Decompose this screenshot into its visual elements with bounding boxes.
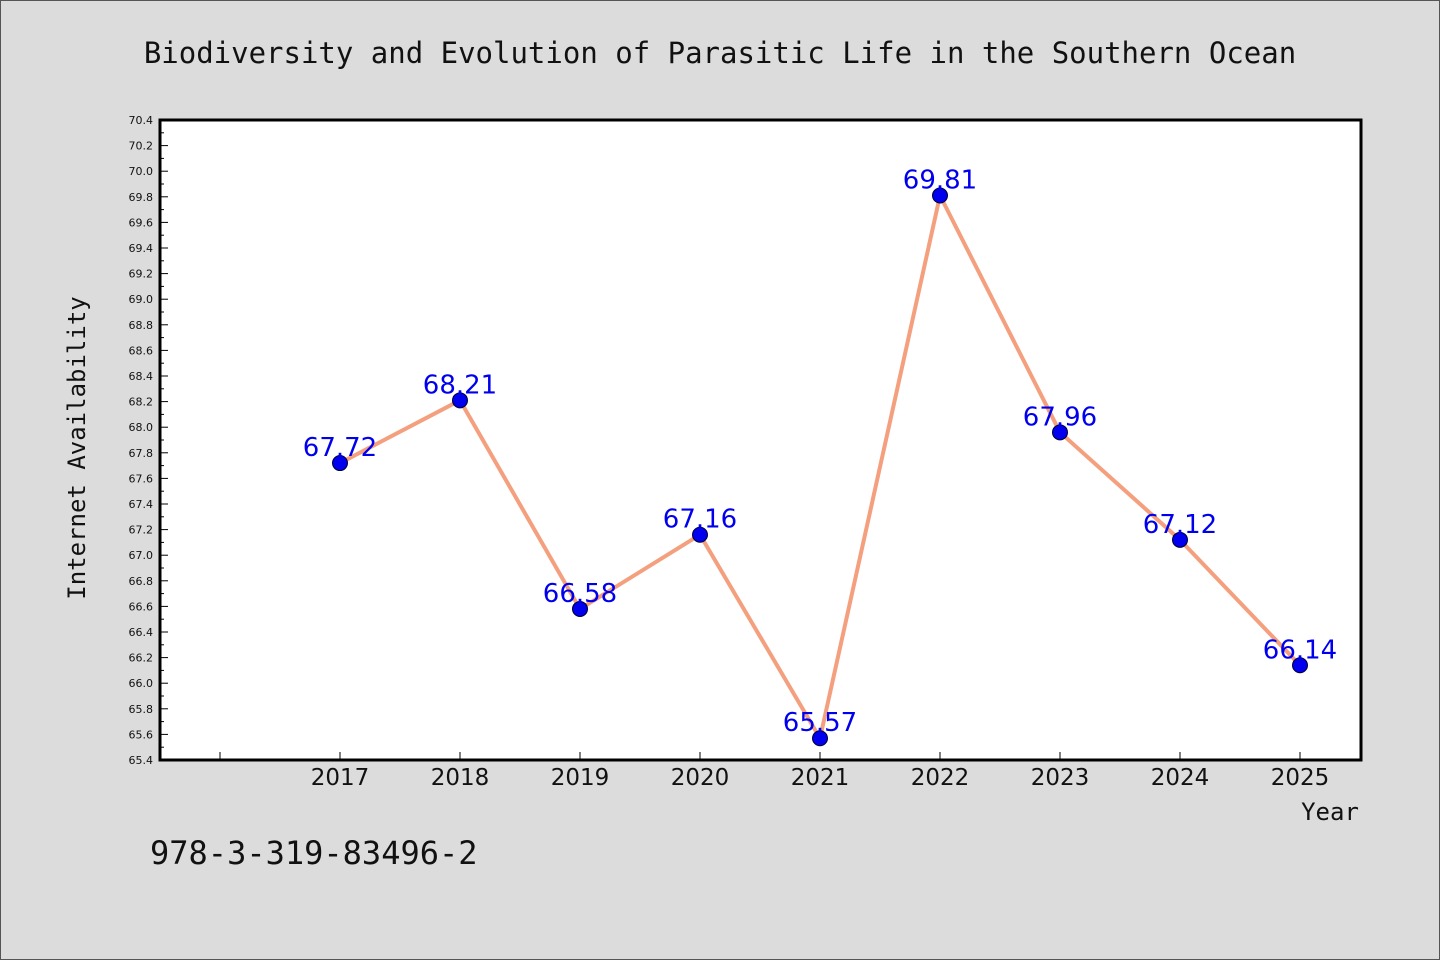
y-tick-label: 68.0	[129, 421, 154, 434]
isbn-label: 978-3-319-83496-2	[150, 834, 478, 872]
data-label: 69.81	[903, 166, 977, 196]
data-point	[932, 187, 948, 204]
y-tick-label: 69.6	[129, 216, 154, 229]
y-tick-label: 69.0	[129, 293, 154, 306]
data-point	[1292, 657, 1308, 674]
data-label: 67.16	[663, 505, 737, 535]
x-tick-label: 2021	[791, 765, 850, 791]
x-tick-label: 2025	[1271, 765, 1330, 791]
data-label: 67.72	[303, 433, 377, 463]
y-tick-label: 68.6	[129, 344, 154, 357]
plot-area	[160, 120, 1361, 760]
y-tick-label: 67.8	[129, 447, 154, 460]
data-label: 67.12	[1143, 510, 1217, 540]
y-tick-label: 65.4	[129, 754, 154, 767]
plot-border	[158, 118, 1363, 762]
x-tick-label: 2018	[431, 765, 490, 791]
data-point	[1052, 424, 1068, 441]
data-label: 66.14	[1263, 635, 1337, 665]
y-tick-label: 70.4	[129, 114, 154, 127]
y-tick-label: 70.0	[129, 165, 154, 178]
y-tick-label: 65.6	[129, 728, 154, 741]
y-tick-label: 66.4	[129, 626, 154, 639]
y-tick-label: 67.6	[129, 472, 154, 485]
y-tick-label: 66.6	[129, 600, 154, 613]
y-tick-label: 68.2	[129, 396, 154, 409]
y-axis-ticks: 65.4 65.6 65.8 66.0 66.2 66.4 66.6 66.8 67.0 67.2…	[129, 114, 168, 767]
y-tick-label: 68.8	[129, 319, 154, 332]
y-tick-label: 67.2	[129, 524, 154, 537]
y-tick-label: 67.0	[129, 549, 154, 562]
chart-title: Biodiversity and Evolution of Parasitic …	[144, 36, 1296, 70]
x-tick-label: 2019	[551, 765, 610, 791]
x-axis-label: Year	[1301, 798, 1359, 826]
data-point	[692, 526, 708, 543]
series-layer: 67.72 68.21 66.58 67.16 65.57 69.81 67.96 67.12…	[303, 166, 1337, 747]
x-tick-label: 2024	[1151, 765, 1210, 791]
y-tick-label: 66.8	[129, 575, 154, 588]
data-point	[452, 392, 468, 409]
data-label: 67.96	[1023, 402, 1097, 432]
y-tick-label: 66.0	[129, 677, 154, 690]
x-tick-label: 2017	[311, 765, 370, 791]
y-tick-label: 69.2	[129, 268, 154, 281]
y-axis-label: Internet Availability	[63, 296, 91, 599]
y-tick-label: 70.2	[129, 140, 154, 153]
y-tick-label: 69.4	[129, 242, 154, 255]
data-label: 68.21	[423, 370, 497, 400]
data-point	[812, 730, 828, 747]
x-axis-ticks: 2017 2018 2019 2020 2021 2022 2023 2024 2025	[219, 752, 1330, 791]
data-point	[572, 600, 588, 617]
x-tick-label: 2020	[671, 765, 730, 791]
y-tick-label: 65.8	[129, 703, 154, 716]
data-point	[1172, 531, 1188, 548]
data-label: 66.58	[543, 579, 617, 609]
x-tick-label: 2022	[911, 765, 970, 791]
y-tick-label: 66.2	[129, 652, 154, 665]
y-tick-label: 68.4	[129, 370, 154, 383]
data-point	[332, 455, 348, 472]
y-tick-label: 67.4	[129, 498, 154, 511]
data-label: 65.57	[783, 708, 857, 738]
y-tick-label: 69.8	[129, 191, 154, 204]
x-tick-label: 2023	[1031, 765, 1090, 791]
